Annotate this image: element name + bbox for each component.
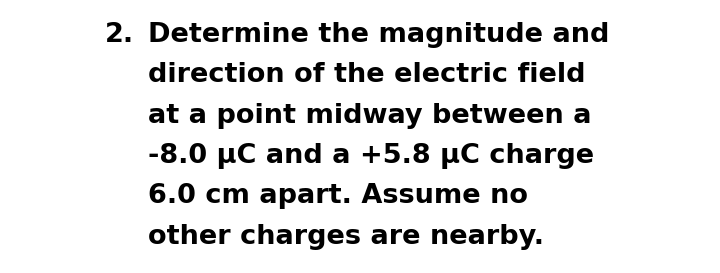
Text: 2.: 2.: [104, 22, 133, 48]
Text: other charges are nearby.: other charges are nearby.: [148, 224, 544, 250]
Text: 6.0 cm apart. Assume no: 6.0 cm apart. Assume no: [148, 183, 528, 209]
Text: direction of the electric field: direction of the electric field: [148, 62, 585, 88]
Text: at a point midway between a: at a point midway between a: [148, 103, 591, 129]
Text: -8.0 μC and a +5.8 μC charge: -8.0 μC and a +5.8 μC charge: [148, 143, 594, 169]
Text: Determine the magnitude and: Determine the magnitude and: [148, 22, 609, 48]
